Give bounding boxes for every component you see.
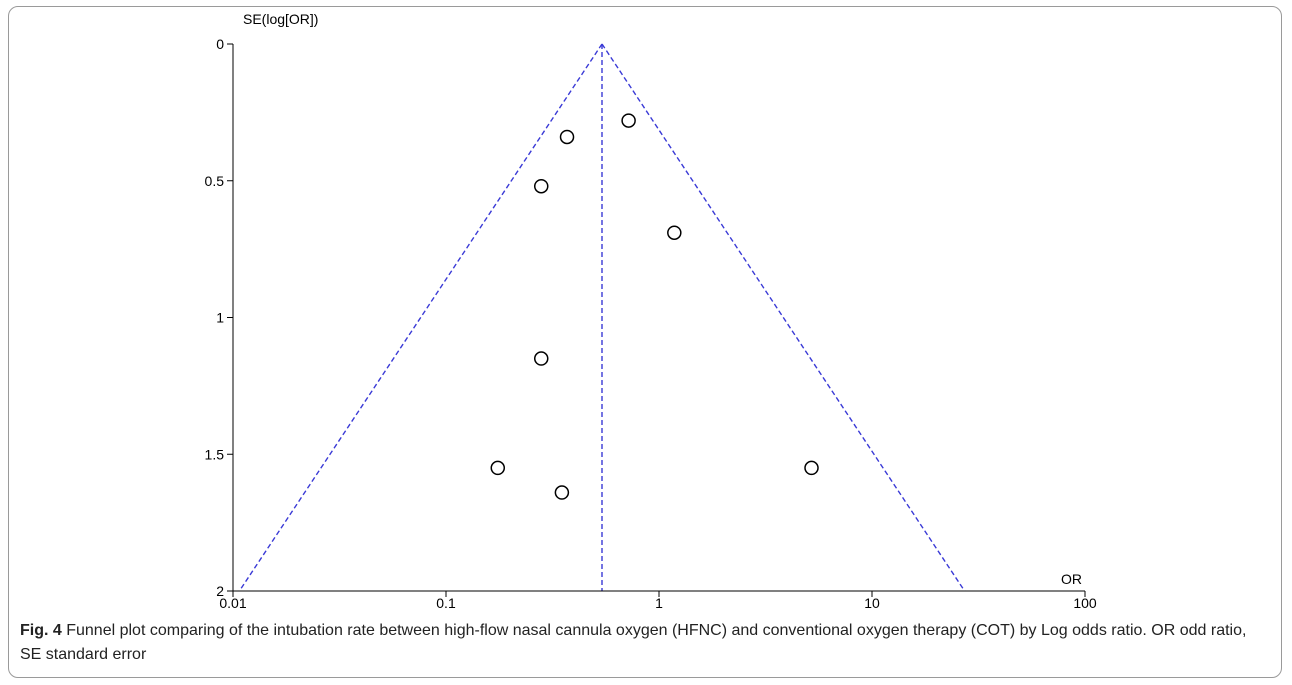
x-tick-label: 10 (864, 595, 880, 611)
x-tick-label: 100 (1073, 595, 1097, 611)
study-point (490, 460, 506, 476)
axes (232, 44, 1085, 592)
caption-label: Fig. 4 (20, 622, 62, 639)
x-ticks: 0.01 0.1 1 10 100 (219, 591, 1097, 611)
x-axis-label: OR (1061, 571, 1082, 587)
y-tick-label: 0 (216, 36, 224, 52)
y-tick-label: 1 (216, 310, 224, 326)
funnel-left-limit (238, 43, 603, 592)
funnel-right-limit (601, 43, 966, 592)
study-point (621, 113, 636, 128)
y-ticks: 0 0.5 1 1.5 2 (205, 36, 233, 599)
x-tick-label: 1 (655, 595, 663, 611)
x-tick-label: 0.1 (436, 595, 456, 611)
x-tick-label: 0.01 (219, 595, 246, 611)
y-tick-label: 2 (216, 583, 224, 599)
study-point (559, 129, 575, 145)
study-point (667, 225, 682, 240)
figure-frame (8, 6, 1282, 678)
y-axis-label: SE(log[OR]) (243, 11, 318, 27)
y-tick-label: 0.5 (205, 173, 225, 189)
y-tick-label: 1.5 (205, 446, 225, 462)
data-points (490, 113, 819, 500)
caption-text: Funnel plot comparing of the intubation … (20, 622, 1247, 663)
figure-caption: Fig. 4 Funnel plot comparing of the intu… (20, 619, 1272, 667)
funnel-plot: 0 0.5 1 1.5 2 0.01 0.1 1 10 100 SE(log[OR]) OR (205, 11, 1097, 611)
funnel-lines (238, 43, 966, 592)
study-point (554, 485, 570, 500)
study-point (533, 351, 549, 366)
study-point (533, 178, 549, 194)
study-point (804, 460, 819, 476)
